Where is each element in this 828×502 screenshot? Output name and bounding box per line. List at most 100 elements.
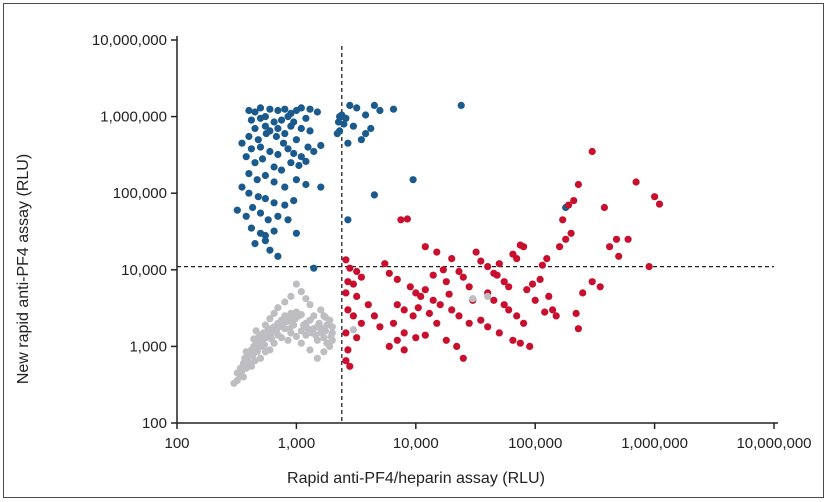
data-point-red	[342, 357, 350, 365]
data-point-red	[425, 309, 433, 317]
chart-frame: 100 1,000 10,000 100,000 1,000,000 10,000,000…	[3, 3, 824, 498]
data-point-gray	[281, 325, 289, 333]
y-tick-label: 100	[142, 415, 167, 432]
data-point-blue	[253, 176, 261, 184]
data-point-red	[500, 278, 508, 286]
data-point-gray	[306, 346, 314, 354]
data-point-blue	[292, 176, 300, 184]
data-point-red	[574, 180, 583, 189]
data-point-blue	[242, 153, 250, 161]
data-point-blue	[274, 252, 282, 260]
data-point-red	[448, 255, 456, 263]
data-point-blue	[270, 178, 278, 186]
data-point-red	[393, 275, 401, 283]
data-point-blue	[362, 130, 370, 138]
data-point-blue	[362, 111, 370, 119]
data-point-red	[406, 283, 414, 291]
data-point-red	[513, 255, 521, 263]
data-point-gray	[315, 319, 323, 327]
cutoff-lines	[177, 46, 774, 423]
x-tick-label: 100,000	[508, 435, 562, 452]
data-point-red	[572, 309, 580, 317]
data-point-gray	[306, 301, 314, 309]
data-point-blue	[340, 120, 348, 128]
data-point-blue	[266, 246, 274, 254]
data-point-red	[346, 264, 354, 272]
data-point-gray	[274, 304, 282, 312]
data-point-blue	[274, 124, 282, 133]
data-point-red	[459, 273, 467, 281]
data-point-gray	[266, 315, 274, 323]
data-point-red	[376, 323, 384, 331]
data-point-red	[349, 280, 357, 288]
x-tick-label: 1,000	[278, 435, 316, 452]
data-point-blue	[290, 197, 298, 205]
data-point-blue	[270, 163, 278, 171]
data-point-red	[421, 286, 429, 294]
data-point-blue	[317, 141, 325, 150]
y-axis-title: New rapid anti-PF4 assay (RLU)	[15, 154, 32, 384]
data-point-gray	[284, 336, 292, 344]
data-point-red	[526, 342, 534, 350]
data-point-red	[556, 243, 564, 251]
data-point-blue	[274, 212, 282, 220]
data-point-gray	[297, 339, 305, 347]
data-point-red	[436, 301, 444, 309]
data-point-red	[465, 283, 473, 291]
data-point-blue	[272, 132, 280, 141]
data-point-red	[520, 319, 528, 327]
data-point-red	[490, 296, 498, 304]
data-point-red	[346, 362, 354, 370]
data-point-red	[400, 346, 408, 354]
data-point-blue	[317, 183, 325, 191]
data-point-gray	[317, 306, 325, 314]
data-point-red	[538, 261, 547, 269]
data-point-red	[505, 306, 513, 314]
data-point-gray	[349, 326, 357, 334]
axes	[171, 36, 778, 429]
data-point-red	[433, 248, 441, 256]
data-point-gray	[292, 332, 300, 340]
data-point-red	[541, 308, 549, 316]
data-point-gray	[277, 334, 286, 342]
data-point-red	[495, 329, 503, 337]
data-point-red	[513, 312, 521, 320]
y-tick-label: 10,000,000	[92, 32, 167, 49]
data-point-red	[400, 306, 408, 314]
data-point-blue	[247, 145, 255, 153]
data-point-red	[344, 306, 352, 314]
data-point-blue	[256, 209, 265, 217]
data-point-red	[528, 280, 537, 288]
data-point-blue	[266, 147, 274, 156]
data-point-blue	[302, 157, 310, 165]
y-tick-label: 10,000	[121, 262, 167, 279]
data-point-gray	[327, 332, 335, 340]
data-point-red	[453, 342, 461, 350]
data-point-red	[439, 266, 447, 274]
x-axis-title: Rapid anti-PF4/heparin assay (RLU)	[287, 470, 545, 487]
data-point-blue	[370, 101, 378, 109]
data-point-blue	[270, 227, 278, 235]
data-point-gray	[233, 369, 241, 377]
data-point-blue	[249, 203, 257, 212]
data-point-gray	[270, 309, 278, 317]
data-point-blue	[266, 105, 274, 113]
data-point-blue	[302, 114, 310, 122]
data-point-gray	[297, 288, 305, 296]
data-point-red	[570, 197, 578, 205]
y-tick-label: 1,000	[129, 338, 167, 355]
x-tick-label: 10,000,000	[736, 435, 811, 452]
data-point-red	[421, 331, 429, 339]
data-point-red	[400, 329, 408, 337]
data-point-blue	[254, 193, 262, 201]
data-point-red	[349, 312, 357, 320]
data-point-red	[588, 147, 596, 156]
data-point-gray	[247, 362, 255, 370]
data-point-blue	[284, 113, 292, 121]
data-point-red	[393, 301, 401, 309]
data-point-blue	[389, 105, 398, 113]
data-point-red	[465, 319, 473, 327]
data-point-gray	[250, 335, 258, 343]
data-point-red	[397, 216, 405, 224]
data-point-gray	[484, 292, 492, 300]
